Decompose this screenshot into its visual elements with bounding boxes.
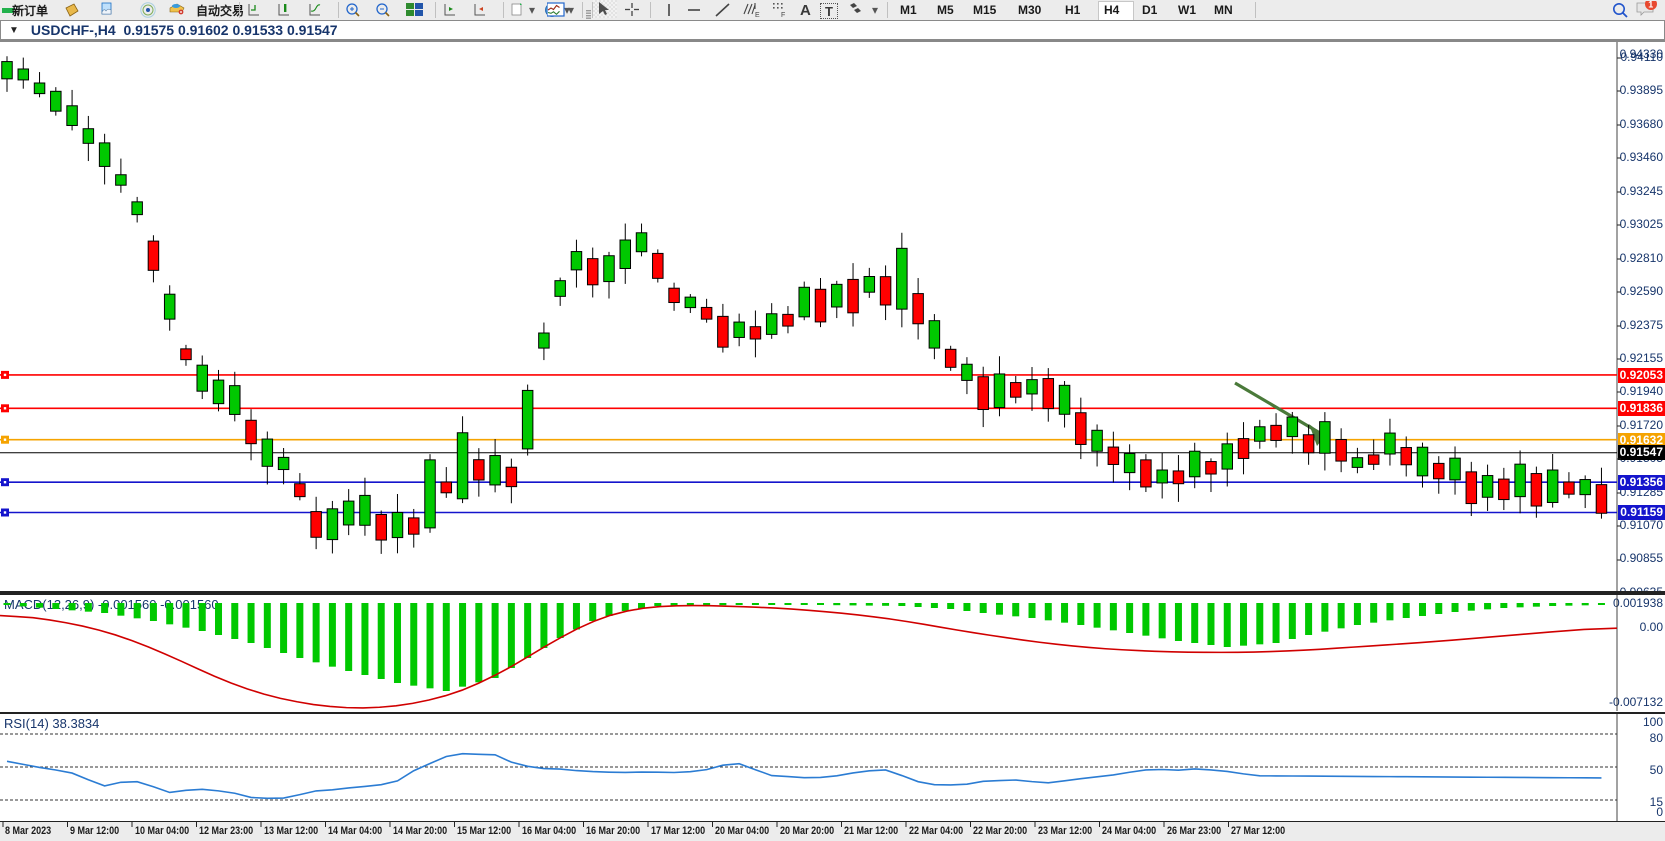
svg-text:E: E: [755, 12, 760, 18]
svg-text:1: 1: [1648, 1, 1653, 10]
svg-text:F: F: [781, 12, 785, 18]
